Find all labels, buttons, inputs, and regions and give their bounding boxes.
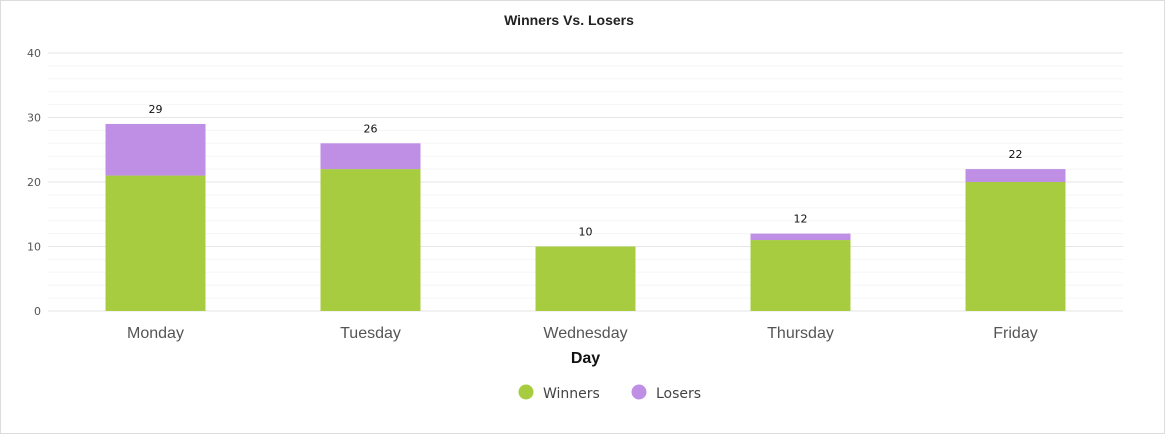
bar-winners-thursday[interactable] xyxy=(750,240,851,311)
total-label-friday: 22 xyxy=(1009,148,1023,161)
x-tick-label-wednesday: Wednesday xyxy=(543,325,627,342)
bar-losers-thursday[interactable] xyxy=(750,233,851,241)
bar-losers-friday[interactable] xyxy=(965,169,1066,182)
grid-lines xyxy=(48,52,1123,312)
total-label-wednesday: 10 xyxy=(579,226,593,239)
bar-winners-tuesday[interactable] xyxy=(320,169,421,311)
x-axis: Monday Tuesday Wednesday Thursday Friday xyxy=(127,325,1038,342)
legend-label: Losers xyxy=(656,386,701,402)
legend-item-losers[interactable]: Losers xyxy=(631,384,702,403)
x-tick-label-friday: Friday xyxy=(993,325,1037,342)
y-tick-label: 0 xyxy=(34,305,41,318)
legend-swatch-icon xyxy=(631,384,647,400)
total-label-monday: 29 xyxy=(149,103,163,116)
y-tick-label: 10 xyxy=(27,241,41,254)
x-tick-label-thursday: Thursday xyxy=(767,325,834,342)
x-tick-label-monday: Monday xyxy=(127,325,184,342)
y-tick-label: 30 xyxy=(27,112,41,125)
total-label-thursday: 12 xyxy=(794,213,808,226)
y-axis: 0 10 20 30 40 xyxy=(27,47,41,318)
legend-item-winners[interactable]: Winners xyxy=(518,384,600,403)
x-axis-title: Day xyxy=(571,350,600,367)
bar-winners-monday[interactable] xyxy=(105,175,206,311)
bar-winners-wednesday[interactable] xyxy=(535,246,636,312)
x-tick-label-tuesday: Tuesday xyxy=(340,325,401,342)
legend-swatch-icon xyxy=(518,384,534,400)
legend[interactable]: Winners Losers xyxy=(518,384,702,403)
bars xyxy=(105,123,1066,312)
bar-losers-tuesday[interactable] xyxy=(320,143,421,170)
y-tick-label: 40 xyxy=(27,47,41,60)
total-label-tuesday: 26 xyxy=(364,122,378,135)
chart-title: Winners Vs. Losers xyxy=(504,12,634,28)
bar-winners-friday[interactable] xyxy=(965,182,1066,311)
bar-losers-monday[interactable] xyxy=(105,123,206,176)
data-labels: 29 26 10 12 22 xyxy=(149,103,1023,239)
legend-label: Winners xyxy=(543,386,600,402)
y-tick-label: 20 xyxy=(27,176,41,189)
